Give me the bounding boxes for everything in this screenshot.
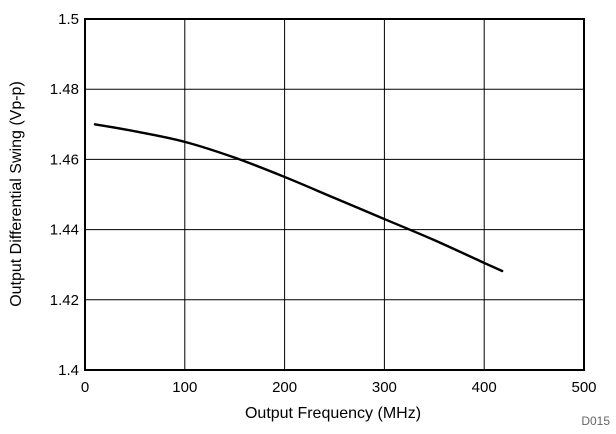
y-tick-label: 1.5 [58,11,79,28]
plot-frame [84,18,585,371]
y-tick-label: 1.46 [50,151,79,168]
x-axis-title: Output Frequency (MHz) [245,405,421,422]
x-tick-label: 400 [472,379,497,396]
series-layer [93,123,504,273]
figure-id: D015 [581,414,610,428]
x-tick-label: 300 [372,379,397,396]
y-tick-label: 1.4 [58,362,79,379]
y-tick-label: 1.48 [50,81,79,98]
x-tick-label: 100 [172,379,197,396]
y-axis-title: Output Differential Swing (Vp-p) [8,81,25,307]
y-tick-label: 1.44 [50,222,79,239]
x-tick-label: 200 [272,379,297,396]
x-tick-label: 0 [81,379,89,396]
x-tick-label: 500 [571,379,596,396]
y-tick-label: 1.42 [50,292,79,309]
grid [85,19,584,370]
x-axis-ticks: 0 100 200 300 400 500 [81,379,597,396]
y-axis-ticks: 1.4 1.42 1.44 1.46 1.48 1.5 [50,11,79,379]
series-line [93,123,504,273]
